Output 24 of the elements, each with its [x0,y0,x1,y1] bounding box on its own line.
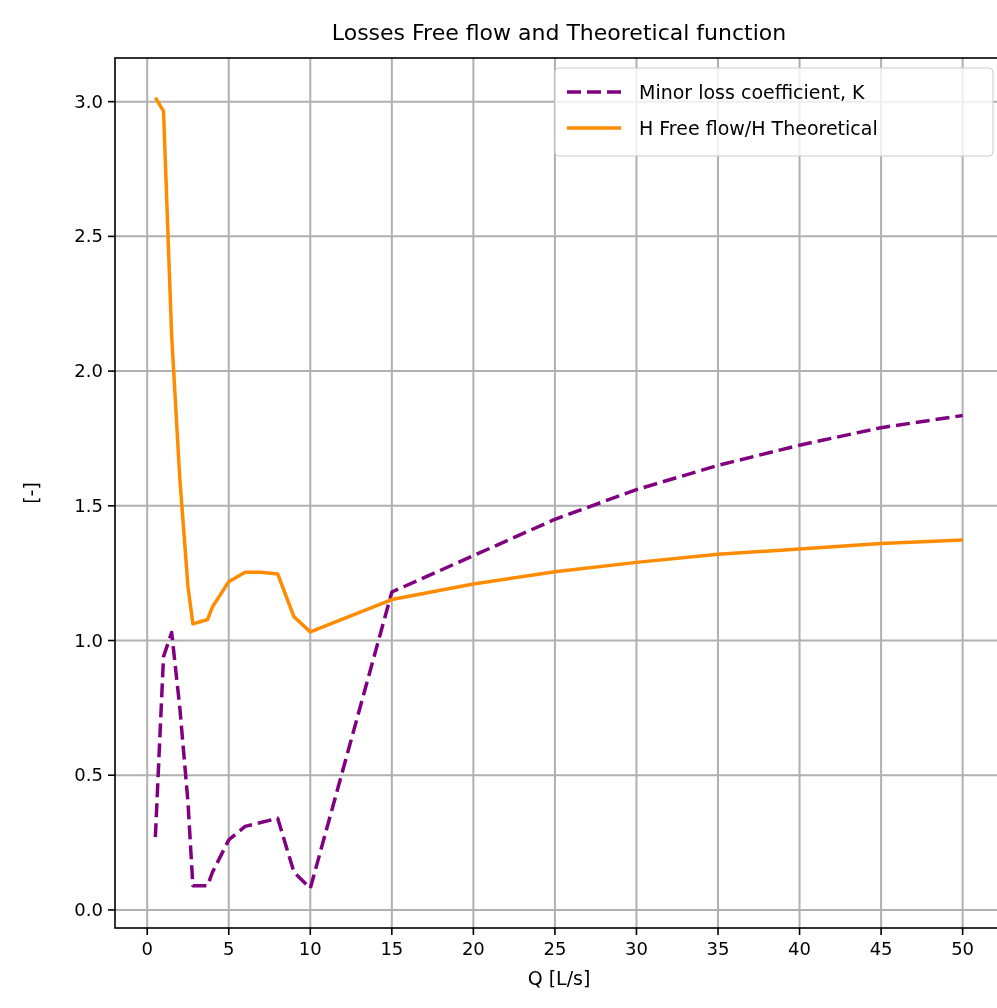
x-tick-label: 50 [951,938,975,959]
y-tick-label: 2.5 [74,225,103,247]
x-tick-label: 10 [298,938,322,959]
y-tick-label: 2.0 [74,360,103,382]
y-tick-label: 0.0 [74,898,103,920]
y-tick-label: 0.5 [74,764,103,786]
x-tick-label: 0 [141,938,153,959]
line-series [153,413,965,891]
y-tick-label: 1.5 [74,494,103,516]
x-tick-label: 45 [869,938,893,959]
y-axis-title: [-] [20,482,42,504]
legend-label: H Free flow/H Theoretical [639,117,878,139]
x-tick-label: 35 [706,938,730,959]
x-tick-label: 40 [788,938,811,959]
x-tick-label: 25 [543,938,567,959]
x-tick-label: 15 [380,938,404,959]
legend-label: Minor loss coefficient, K [639,81,866,103]
x-tick-label: 20 [461,938,485,959]
x-axis-title: Q [L/s] [527,967,591,989]
x-tick-label: 5 [223,938,235,959]
x-tick-label: 30 [625,938,648,959]
y-tick-label: 1.0 [74,629,103,651]
chart-title: Losses Free flow and Theoretical function [331,20,787,45]
y-tick-label: 3.0 [74,90,103,112]
